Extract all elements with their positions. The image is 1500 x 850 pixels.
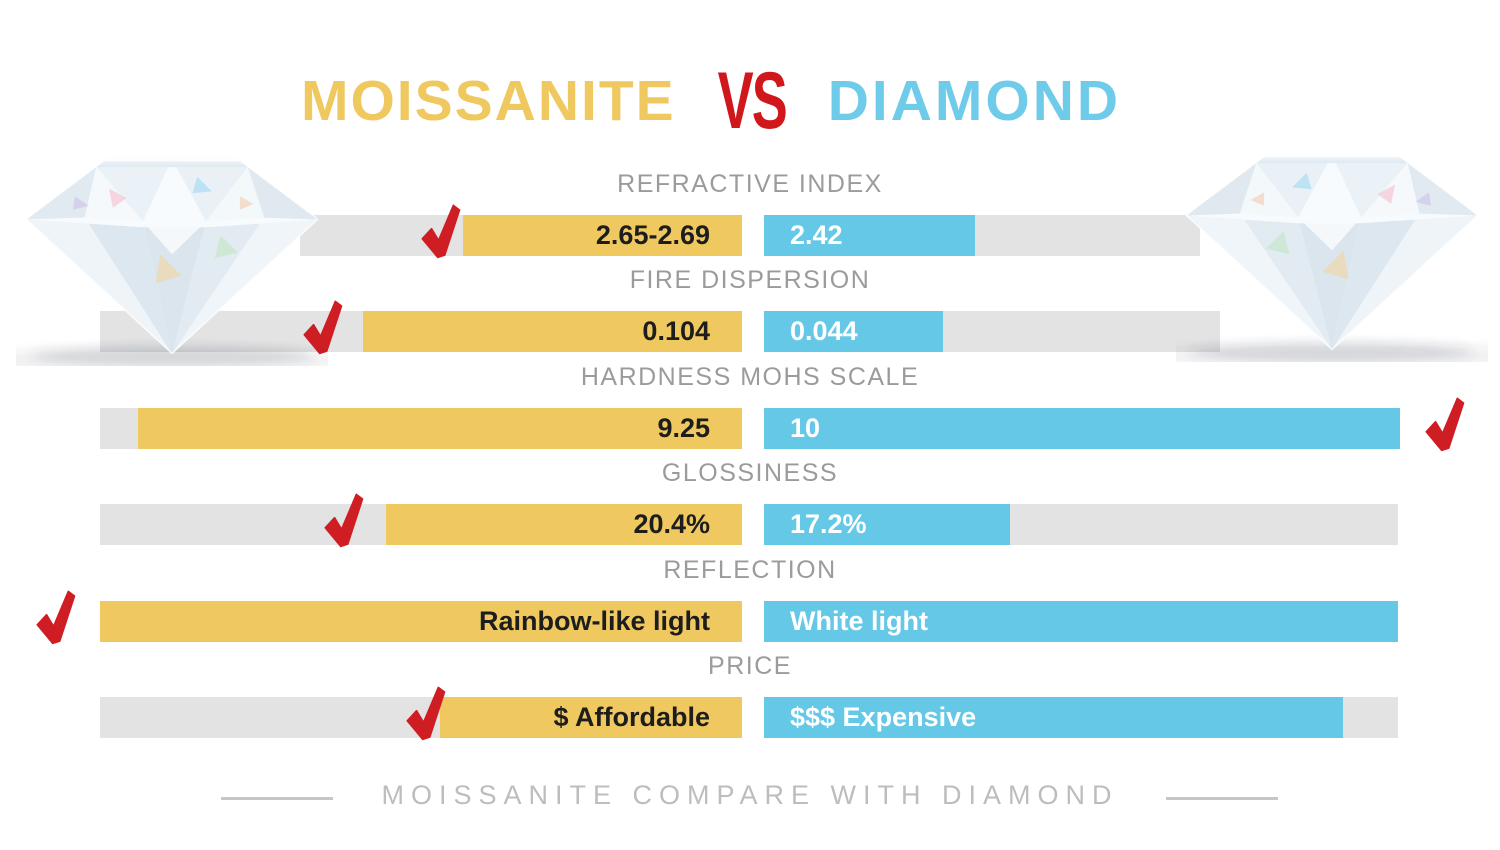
moissanite-value: 9.25: [657, 413, 710, 443]
title-moissanite: MOISSANITE: [300, 69, 676, 133]
moissanite-value: 20.4%: [633, 509, 710, 539]
moissanite-value: $ Affordable: [553, 702, 710, 732]
diamond-gem-image: [1152, 134, 1500, 370]
row-label: REFRACTIVE INDEX: [617, 170, 883, 198]
diamond-bar: White light: [764, 601, 1398, 642]
winner-check-icon: [421, 204, 461, 259]
comparison-row: REFLECTION Rainbow-like light White ligh…: [0, 556, 1500, 652]
diamond-bar: 2.42: [764, 215, 975, 256]
moissanite-bar: 20.4%: [386, 504, 742, 545]
diamond-bar: $$$ Expensive: [764, 697, 1343, 738]
winner-check-icon: [36, 590, 76, 645]
moissanite-value: Rainbow-like light: [478, 606, 710, 636]
moissanite-value: 0.104: [642, 316, 710, 346]
title-vs: VS: [717, 56, 788, 146]
moissanite-bar: 9.25: [138, 408, 742, 449]
caption-divider-left: [221, 797, 333, 800]
moissanite-bar: 0.104: [363, 311, 742, 352]
caption-divider-right: [1166, 797, 1278, 800]
winner-check-icon: [324, 493, 364, 548]
diamond-value: 0.044: [790, 316, 858, 346]
diamond-value: 17.2%: [790, 509, 867, 539]
winner-check-icon: [1425, 397, 1465, 452]
moissanite-value: 2.65-2.69: [595, 220, 710, 250]
diamond-illustration: [1152, 148, 1500, 370]
moissanite-bar: Rainbow-like light: [100, 601, 742, 642]
diamond-bar: 10: [764, 408, 1400, 449]
comparison-row: HARDNESS MOHS SCALE 9.25 10: [0, 363, 1500, 459]
comparison-row: FIRE DISPERSION 0.104 0.044: [0, 266, 1500, 362]
row-label: GLOSSINESS: [661, 459, 839, 487]
comparison-row: PRICE $ Affordable $$$ Expensive: [0, 652, 1500, 748]
row-label: PRICE: [708, 652, 792, 680]
row-label: FIRE DISPERSION: [629, 266, 871, 294]
moissanite-bar: 2.65-2.69: [463, 215, 742, 256]
diamond-value: White light: [790, 606, 928, 636]
winner-check-icon: [406, 686, 446, 741]
row-label: HARDNESS MOHS SCALE: [580, 363, 920, 391]
winner-check-icon: [303, 300, 343, 355]
comparison-row: GLOSSINESS 20.4% 17.2%: [0, 459, 1500, 555]
footer-caption: MOISSANITE COMPARE WITH DIAMOND: [381, 780, 1119, 810]
diamond-bar: 0.044: [764, 311, 943, 352]
title-diamond: DIAMOND: [827, 69, 1122, 133]
page-title: MOISSANITE VS DIAMOND: [0, 56, 1500, 146]
diamond-value: $$$ Expensive: [790, 702, 977, 732]
diamond-bar: 17.2%: [764, 504, 1010, 545]
diamond-value: 10: [790, 413, 821, 443]
diamond-value: 2.42: [790, 220, 843, 250]
moissanite-gem-image: [0, 138, 352, 374]
comparison-row: REFRACTIVE INDEX 2.65-2.69 2.42: [0, 170, 1500, 266]
diamond-illustration: [0, 152, 352, 374]
row-label: REFLECTION: [663, 556, 837, 584]
moissanite-bar: $ Affordable: [440, 697, 742, 738]
